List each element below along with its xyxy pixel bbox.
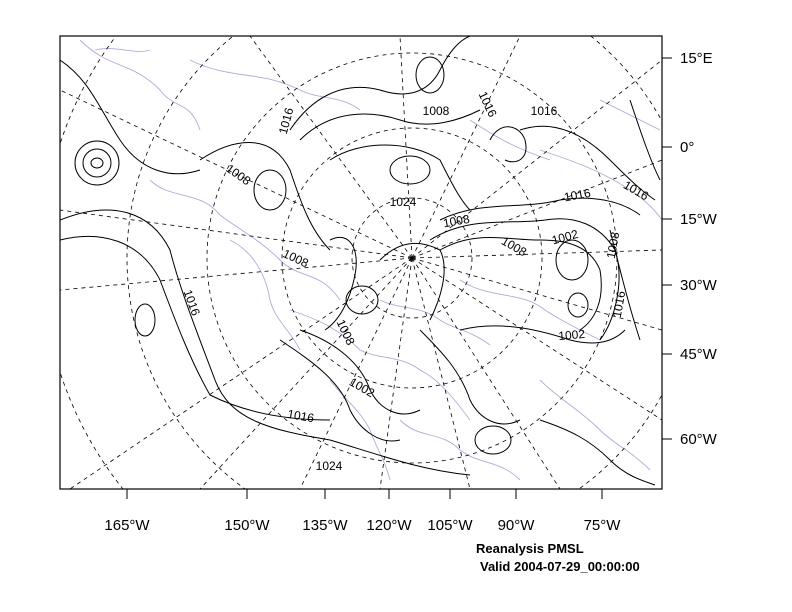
contour-label: 1016 [531,104,558,118]
contour-label: 1008 [334,317,358,347]
bottom-ticks [126,489,603,499]
contour-label: 1024 [390,195,417,209]
valid-time: Valid 2004-07-29_00:00:00 [480,559,640,574]
contour-label: 1008 [442,212,471,230]
lon-label: 90°W [498,517,536,534]
right-axis-labels: 15°E 0° 15°W 30°W 45°W 60°W [680,50,718,448]
lat-label: 45°W [680,346,718,363]
lon-label: 120°W [366,517,412,534]
map-title: Reanalysis PMSL [476,541,584,556]
contour-label: 1016 [610,290,628,319]
contour-label: 1016 [476,89,500,119]
contour-label: 1008 [604,231,622,260]
lon-label: 165°W [104,517,150,534]
lat-label: 15°W [680,211,718,228]
contour-label: 1002 [558,327,586,343]
contour-label: 1008 [281,246,311,270]
coastlines [79,39,662,481]
lat-label: 30°W [680,277,718,294]
contour-label: 1016 [286,407,315,425]
contour-label: 1016 [181,288,203,318]
lat-label: 60°W [680,431,718,448]
lat-label: 0° [680,139,694,156]
right-ticks [662,57,672,440]
plot-frame [59,35,663,490]
graticule [60,36,662,489]
bottom-axis-labels: 165°W 150°W 135°W 120°W 105°W 90°W 75°W [104,517,621,534]
contour-label: 1002 [347,375,377,401]
contour-label: 1016 [563,186,592,204]
lon-label: 105°W [427,517,473,534]
contour-labels: 1016 1008 1016 1016 1008 1024 1008 1016 … [181,89,652,473]
contour-label: 1016 [621,178,651,204]
contour-label: 1008 [223,161,253,188]
lon-label: 75°W [584,517,622,534]
lon-label: 135°W [302,517,348,534]
contour-label: 1016 [276,106,297,136]
contour-label: 1002 [550,227,580,248]
lat-label: 15°E [680,50,713,67]
contour-label: 1008 [423,104,450,118]
pmsl-contours [60,36,661,486]
low-center-west [74,140,120,186]
lon-label: 150°W [224,517,270,534]
contour-label: 1024 [316,459,343,473]
contour-label: 1008 [499,234,529,260]
